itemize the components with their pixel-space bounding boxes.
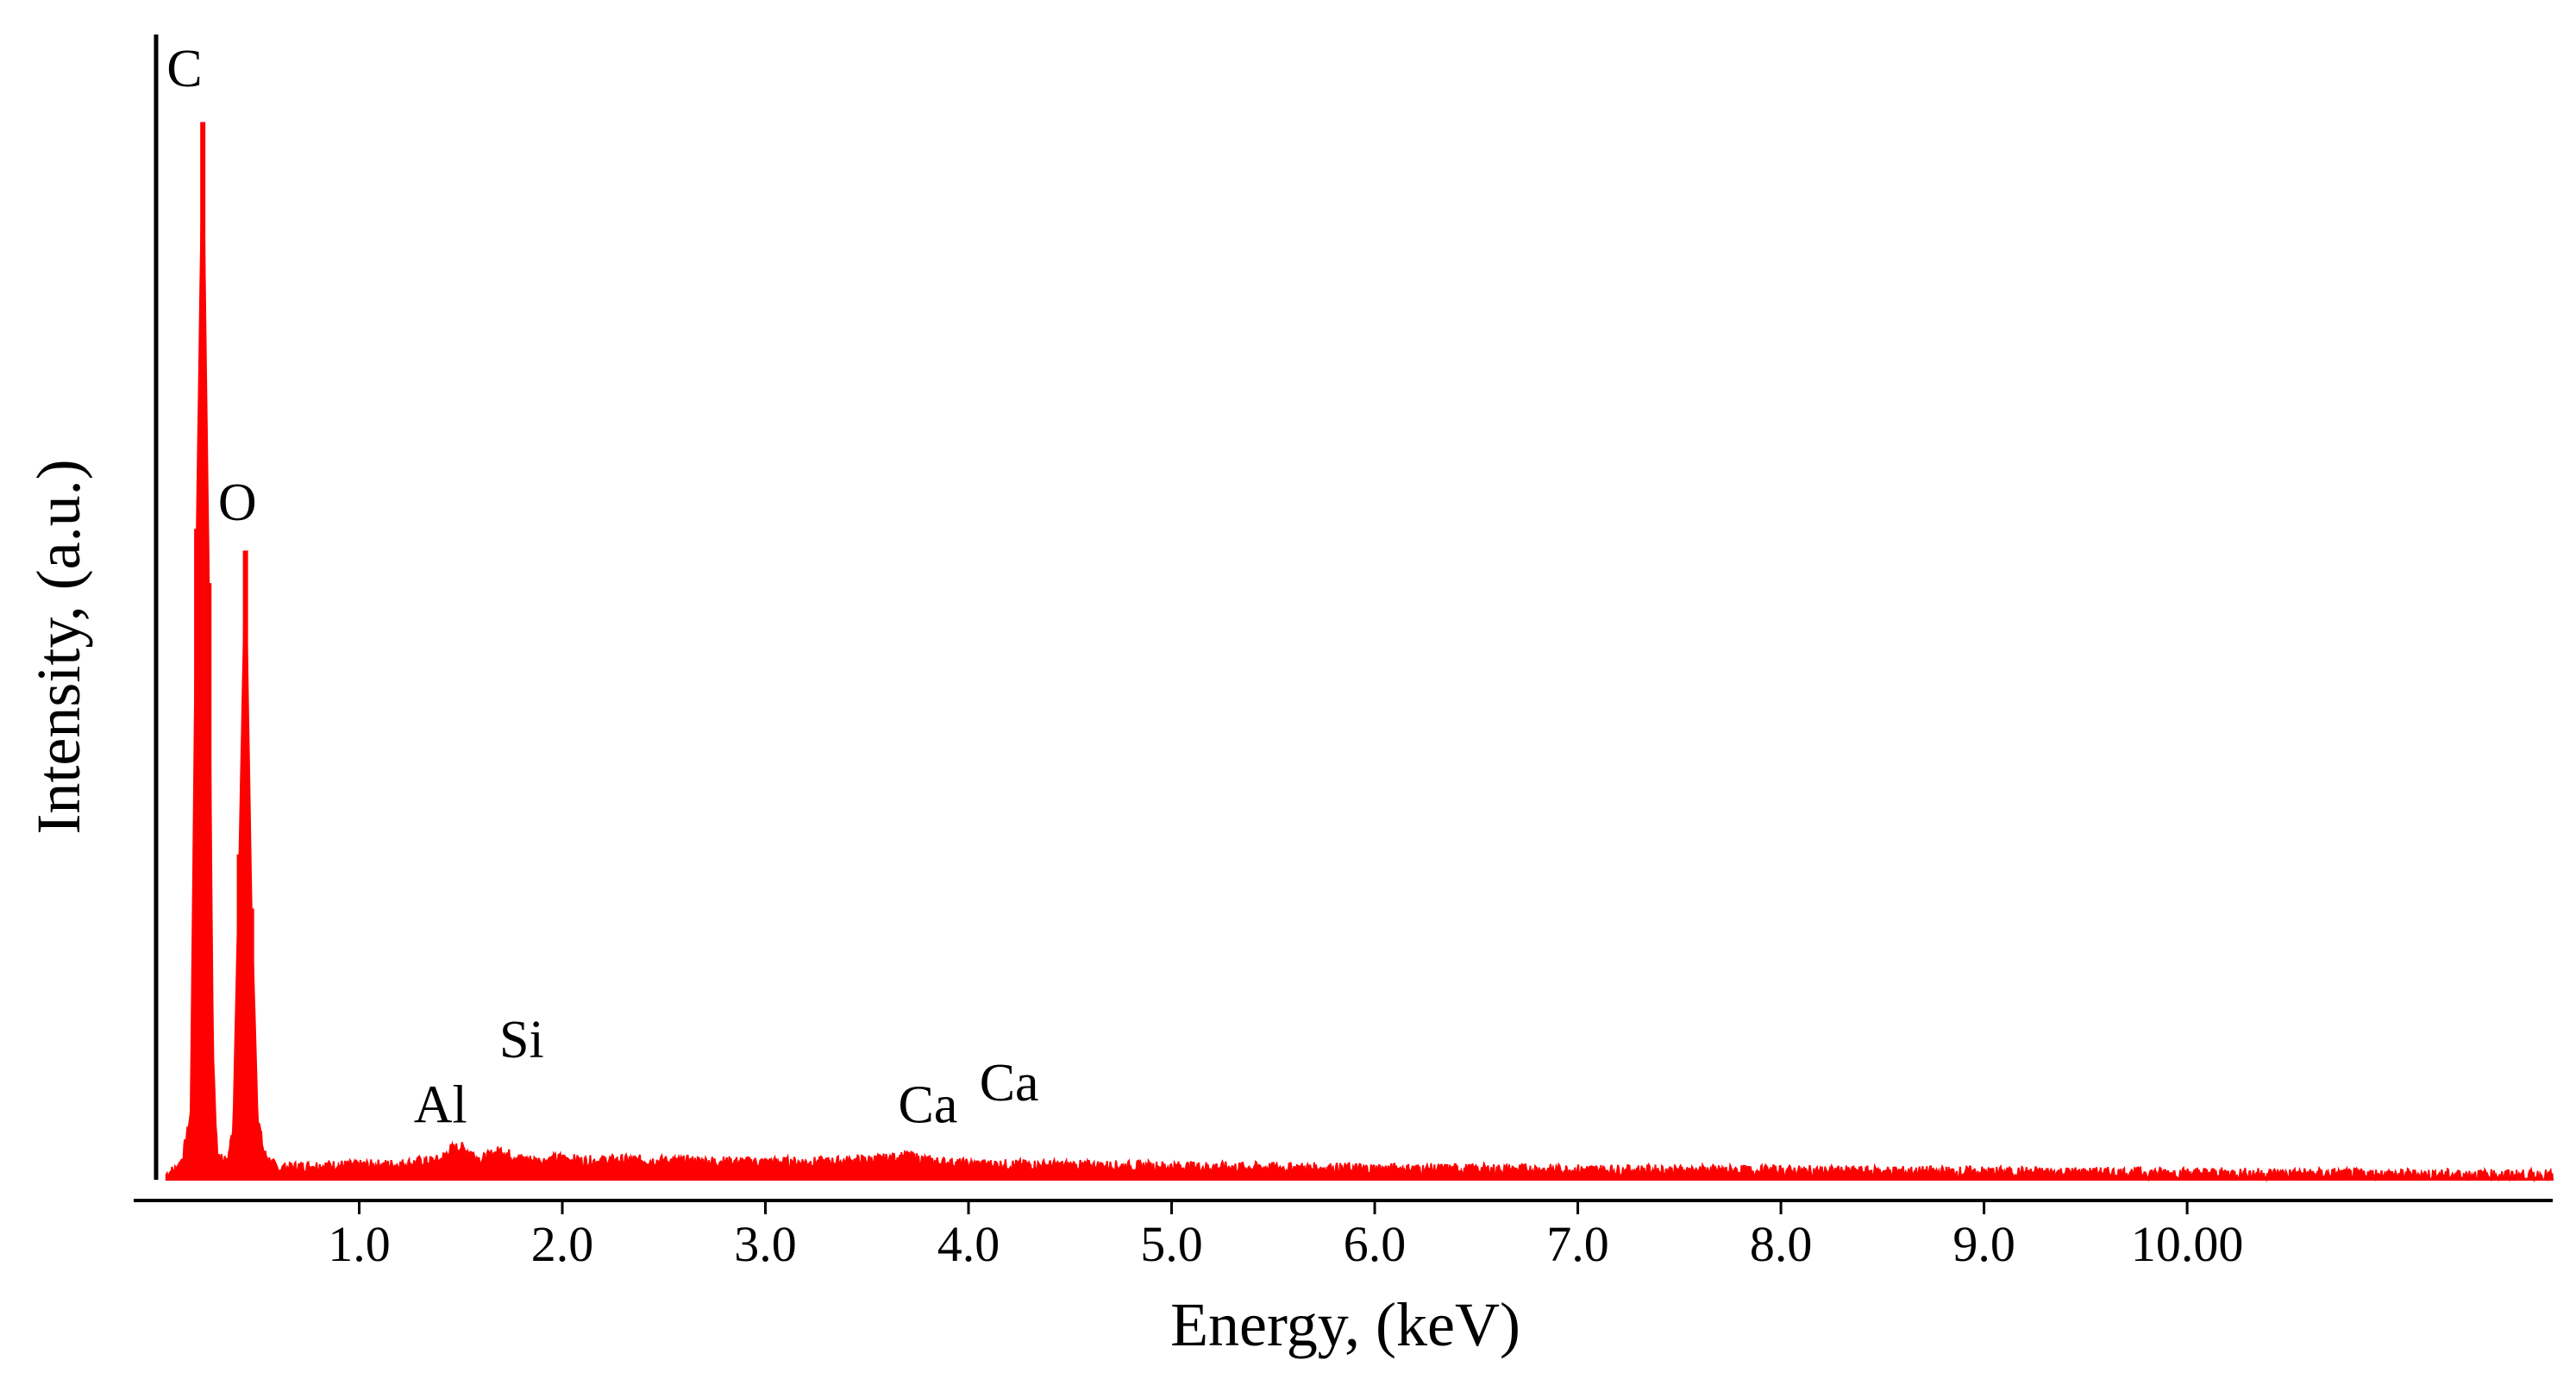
peak-label: Si — [499, 1011, 544, 1069]
y-axis-title: Intensity, (a.u.) — [24, 459, 93, 834]
x-tick-label: 4.0 — [937, 1216, 1000, 1272]
peak-label: O — [218, 473, 257, 532]
peak-label: C — [166, 40, 202, 98]
x-tick-labels: 1.0 2.0 3.0 4.0 5.0 6.0 7.0 8.0 9.0 10.00 — [328, 1216, 2243, 1272]
x-tick-label: 6.0 — [1344, 1216, 1407, 1272]
x-ticks — [358, 1200, 2189, 1214]
x-tick-label: 1.0 — [328, 1216, 391, 1272]
x-axis-title: Energy, (keV) — [1170, 1290, 1520, 1359]
peak-label: Ca — [980, 1054, 1039, 1113]
x-tick-label: 2.0 — [531, 1216, 594, 1272]
peak-label: Ca — [898, 1075, 957, 1134]
x-tick-label: 7.0 — [1546, 1216, 1609, 1272]
x-tick-label: 3.0 — [734, 1216, 797, 1272]
peak-label: Al — [414, 1075, 467, 1134]
x-tick-label: 8.0 — [1750, 1216, 1813, 1272]
x-tick-label: 9.0 — [1952, 1216, 2015, 1272]
x-tick-label: 10.00 — [2131, 1216, 2244, 1272]
x-tick-label: 5.0 — [1140, 1216, 1203, 1272]
spectrum-series — [165, 122, 2554, 1183]
peak-labels: C O Al Si Ca Ca — [166, 40, 1038, 1134]
